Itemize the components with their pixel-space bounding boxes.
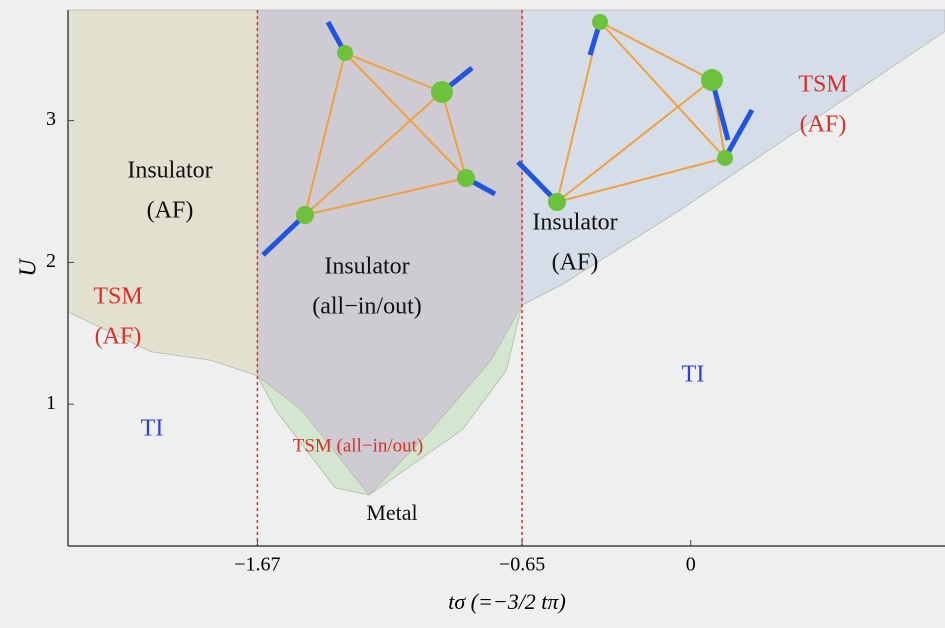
region-label: (AF) — [147, 198, 194, 224]
y-tick-label: 3 — [46, 108, 56, 130]
x-tick-label: −0.65 — [499, 554, 545, 576]
chart: U tσ (=−3/2 tπ) −1.67 −0.65 0 1 2 3 Insulator (… — [0, 0, 945, 628]
x-axis-label: tσ (=−3/2 tπ) — [448, 589, 566, 614]
region-label: Metal — [366, 500, 417, 525]
region-label: Insulator — [324, 254, 409, 280]
region-label: (AF) — [95, 324, 142, 350]
x-tick-label: −1.67 — [234, 554, 280, 576]
region-label: TI — [141, 416, 164, 442]
region-label: TSM — [798, 72, 847, 98]
y-axis-label: U — [16, 258, 42, 277]
y-tick-label: 2 — [46, 250, 56, 272]
region-label: (AF) — [800, 112, 847, 138]
region-label: Insulator — [532, 210, 617, 236]
region-label: (AF) — [552, 250, 599, 276]
region-label: TSM — [93, 284, 142, 310]
region-label: TI — [682, 362, 705, 388]
y-tick-label: 1 — [46, 392, 56, 414]
region-label: (all−in/out) — [312, 294, 422, 320]
region-label: TSM (all−in/out) — [293, 435, 424, 456]
x-tick-label: 0 — [686, 554, 696, 576]
phase-region — [68, 10, 257, 376]
region-label: Insulator — [127, 158, 212, 184]
